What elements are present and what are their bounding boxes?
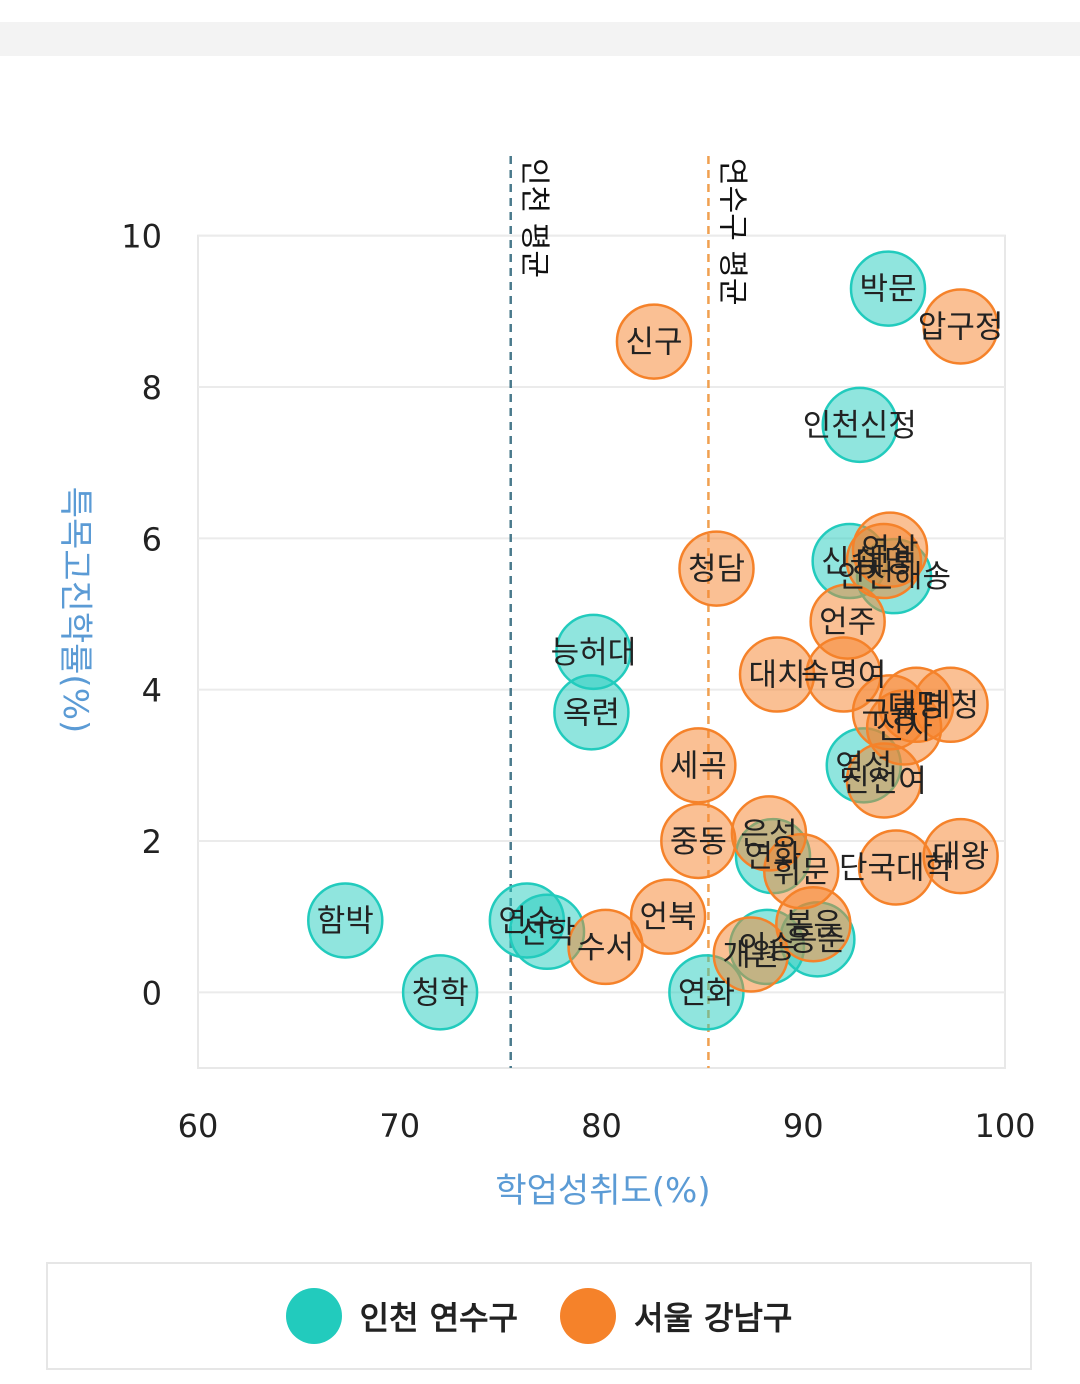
data-point-label: 대청 bbox=[922, 688, 979, 724]
data-point-label: 수서 bbox=[577, 930, 634, 966]
data-point[interactable] bbox=[307, 882, 384, 959]
data-point-label: 청학 bbox=[412, 975, 469, 1011]
axis-layer: 0 2 4 6 8 10 60 70 80 90 100 bbox=[121, 218, 1035, 1145]
x-tick-label: 60 bbox=[178, 1107, 219, 1145]
data-point[interactable] bbox=[821, 386, 898, 464]
data-point-label: 신송 bbox=[821, 544, 878, 580]
data-point-label: 연화 bbox=[678, 975, 735, 1011]
data-point[interactable] bbox=[567, 908, 644, 986]
data-point-label: 역삼 bbox=[861, 533, 918, 569]
x-tick-label: 70 bbox=[379, 1107, 420, 1145]
data-point-label: 선학 bbox=[519, 915, 576, 951]
y-tick-label: 8 bbox=[142, 369, 162, 407]
data-point-label: 박문 bbox=[859, 272, 916, 308]
data-point-label: 연수 bbox=[498, 903, 555, 939]
data-point-label: 대왕 bbox=[932, 839, 989, 875]
data-point[interactable] bbox=[775, 885, 852, 963]
y-tick-label: 4 bbox=[142, 672, 162, 710]
x-tick-label: 80 bbox=[581, 1107, 622, 1145]
data-point-label: 동춘 bbox=[789, 922, 846, 958]
data-points bbox=[307, 250, 999, 1031]
legend: 인천 연수구 서울 강남구 bbox=[46, 1262, 1032, 1370]
data-point-label: 연성 bbox=[835, 748, 892, 784]
reference-line-label: 연수구 평균 bbox=[714, 158, 749, 306]
data-point-label: 언주 bbox=[819, 605, 876, 641]
data-point-label: 숙명여 bbox=[801, 658, 887, 694]
y-axis-title: 특목고진학률(%) bbox=[55, 487, 95, 734]
data-point[interactable] bbox=[660, 727, 737, 804]
data-point[interactable] bbox=[678, 530, 755, 607]
x-tick-label: 100 bbox=[974, 1107, 1035, 1145]
data-point-label: 인송 bbox=[738, 930, 795, 966]
data-point-label: 구룡 bbox=[861, 695, 918, 731]
legend-swatch bbox=[285, 1288, 342, 1344]
legend-swatch bbox=[560, 1288, 616, 1344]
data-point[interactable] bbox=[849, 250, 927, 327]
data-point-label: 연화 bbox=[744, 839, 801, 875]
legend-label: 서울 강남구 bbox=[634, 1299, 793, 1337]
y-tick-label: 2 bbox=[142, 823, 162, 861]
x-axis-title: 학업성취도(%) bbox=[495, 1171, 710, 1211]
data-point-label: 함박 bbox=[317, 903, 374, 939]
data-point-label: 세곡 bbox=[670, 748, 727, 784]
data-point[interactable] bbox=[845, 742, 923, 819]
data-point-label: 옥련 bbox=[563, 695, 620, 731]
reference-line-label: 인천 평균 bbox=[517, 158, 552, 278]
y-tick-label: 10 bbox=[121, 218, 162, 256]
data-point-label: 언북 bbox=[640, 900, 697, 936]
data-point-label: 대명 bbox=[888, 688, 945, 724]
data-point-label: 신구 bbox=[625, 325, 682, 361]
data-point[interactable] bbox=[922, 288, 999, 365]
data-point-label: 청담 bbox=[688, 552, 745, 588]
y-tick-label: 6 bbox=[142, 520, 162, 558]
data-point-label: 은성 bbox=[740, 816, 797, 852]
legend-label: 인천 연수구 bbox=[359, 1299, 518, 1337]
data-point-label: 압구정 bbox=[918, 309, 1004, 345]
top-strip bbox=[0, 22, 1080, 56]
data-point-label: 인천해송 bbox=[837, 559, 951, 595]
data-point-label: 대명 bbox=[855, 544, 912, 580]
data-point-label: 휘문 bbox=[773, 854, 830, 890]
data-point[interactable] bbox=[857, 829, 935, 906]
y-tick-label: 0 bbox=[142, 974, 162, 1012]
legend-item-gangnam[interactable]: 서울 강남구 bbox=[560, 1288, 792, 1344]
data-point-label: 능허대 bbox=[551, 635, 637, 671]
data-point-label: 대치 bbox=[748, 658, 805, 694]
data-point[interactable] bbox=[615, 303, 693, 380]
data-point[interactable] bbox=[553, 674, 630, 751]
x-tick-label: 90 bbox=[783, 1107, 824, 1145]
data-point-label: 중동 bbox=[670, 824, 727, 860]
data-point-label: 진선여 bbox=[841, 763, 927, 799]
data-point[interactable] bbox=[629, 878, 707, 955]
data-point-label: 신사 bbox=[876, 711, 933, 747]
data-point[interactable] bbox=[845, 522, 923, 600]
data-point-label: 인천신정 bbox=[803, 408, 917, 444]
data-point[interactable] bbox=[712, 916, 790, 993]
data-point-label: 봉은 bbox=[785, 907, 842, 943]
data-point-label: 단국대학 bbox=[839, 850, 953, 886]
data-point[interactable] bbox=[401, 954, 479, 1031]
legend-item-incheon[interactable]: 인천 연수구 bbox=[285, 1288, 518, 1344]
data-point-label: 개원 bbox=[722, 938, 779, 974]
